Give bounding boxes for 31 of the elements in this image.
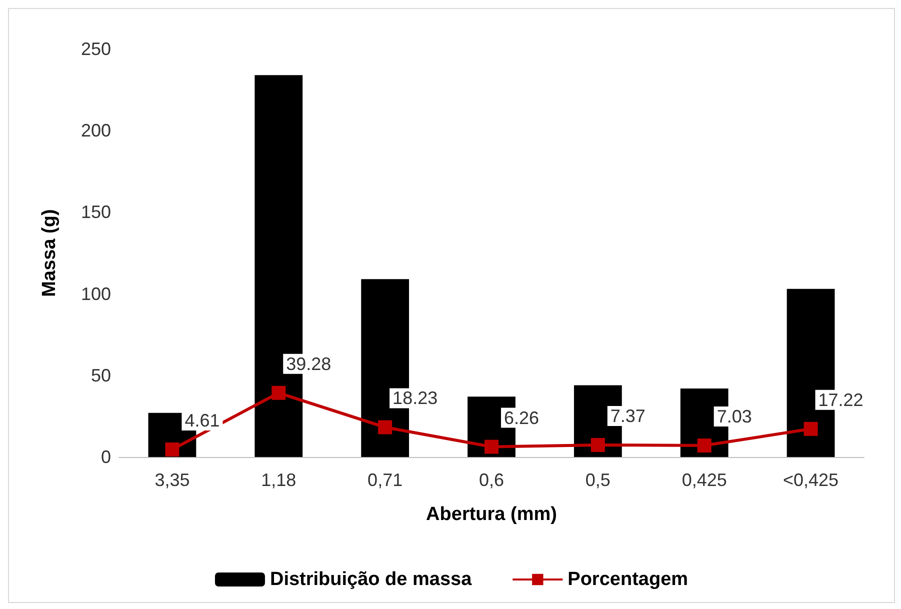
- x-tick-label: <0,425: [783, 470, 839, 490]
- x-tick-label: 0,5: [585, 470, 610, 490]
- legend-label: Porcentagem: [568, 569, 688, 590]
- y-tick-label: 100: [80, 284, 111, 304]
- point: [378, 420, 392, 434]
- data-label: 6.26: [504, 408, 540, 428]
- data-label: 4.61: [184, 410, 220, 430]
- y-tick-label: 0: [100, 447, 111, 467]
- x-tick-label: 3,35: [154, 470, 190, 490]
- y-tick-label: 150: [80, 202, 111, 222]
- point: [165, 442, 180, 456]
- y-tick-label: 200: [80, 120, 111, 141]
- data-label: 18.23: [392, 388, 438, 408]
- legend-label: Distribuição de massa: [270, 569, 472, 590]
- data-label: 7.37: [610, 406, 646, 426]
- point: [272, 386, 286, 400]
- x-tick-label: 0,6: [478, 470, 504, 490]
- y-tick-label: 50: [90, 365, 111, 386]
- point: [697, 438, 712, 453]
- data-label: 17.22: [818, 390, 864, 410]
- x-tick-label: 1,18: [261, 470, 296, 490]
- x-tick-label: 0,425: [682, 470, 727, 490]
- x-axis-title: Abertura (mm): [426, 504, 557, 525]
- y-axis-title: Massa (g): [39, 209, 60, 297]
- x-tick-label: 0,71: [368, 470, 403, 490]
- point: [484, 440, 498, 454]
- point: [804, 422, 818, 436]
- data-label: 7.03: [716, 406, 752, 427]
- data-label: 39.28: [286, 354, 332, 374]
- point: [590, 438, 605, 452]
- y-tick-label: 250: [80, 39, 111, 59]
